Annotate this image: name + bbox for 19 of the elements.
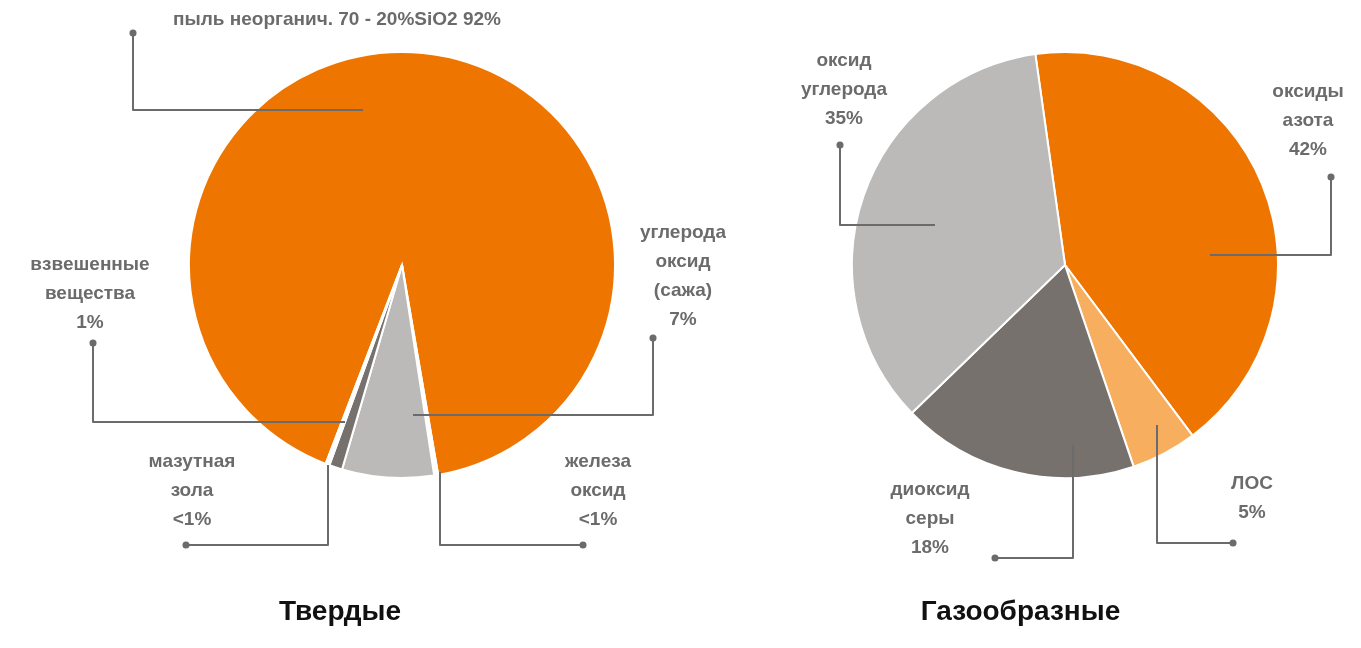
data-label: 42% xyxy=(1288,138,1328,159)
slice-label: мазутная зола xyxy=(148,450,236,500)
slice-label: взвешенные вещества xyxy=(30,253,150,303)
data-label: 1% xyxy=(76,311,104,332)
data-label: 5% xyxy=(1238,501,1266,522)
data-label: 18% xyxy=(910,536,950,557)
data-label: 35% xyxy=(824,107,864,128)
text: Газообразные xyxy=(920,595,1121,626)
slice-label: углерода оксид (сажа) xyxy=(640,221,727,300)
slice-label: железа оксид xyxy=(564,450,632,500)
data-label: 7% xyxy=(669,308,697,329)
slice-label: диоксид серы xyxy=(890,478,970,528)
data-label: <1% xyxy=(578,508,618,529)
slice-label: пыль неорганич. 70 - 20%SiO2 92% xyxy=(173,8,502,29)
slice-label: оксиды азота xyxy=(1272,80,1344,130)
slice-label: оксид углерода xyxy=(801,49,888,99)
slice-label: ЛОС xyxy=(1231,472,1274,493)
text: Твердые xyxy=(278,595,402,626)
data-label: <1% xyxy=(172,508,212,529)
